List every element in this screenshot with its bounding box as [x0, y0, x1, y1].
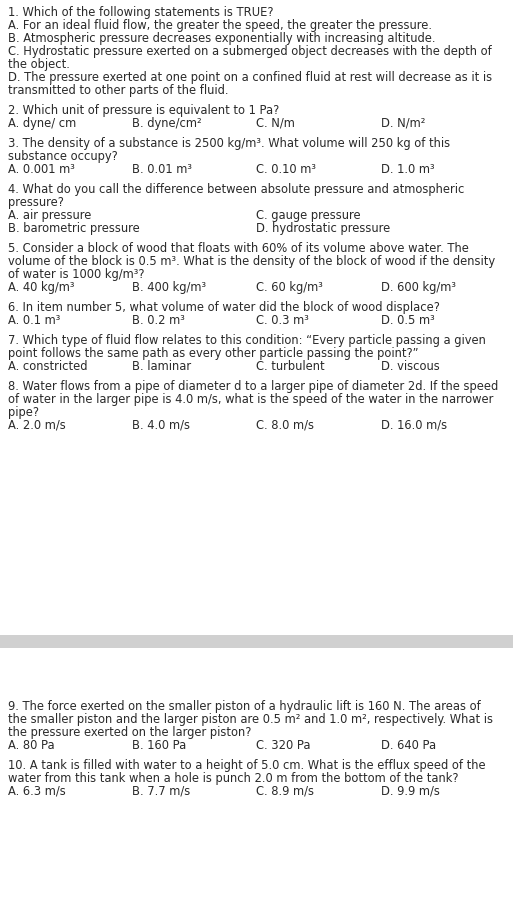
Text: C. 320 Pa: C. 320 Pa — [256, 739, 311, 752]
Text: substance occupy?: substance occupy? — [8, 150, 118, 163]
Text: the pressure exerted on the larger piston?: the pressure exerted on the larger pisto… — [8, 726, 251, 739]
Text: B. 0.01 m³: B. 0.01 m³ — [132, 163, 192, 176]
Text: C. 0.10 m³: C. 0.10 m³ — [256, 163, 317, 176]
Text: A. 80 Pa: A. 80 Pa — [8, 739, 54, 752]
Text: 5. Consider a block of wood that floats with 60% of its volume above water. The: 5. Consider a block of wood that floats … — [8, 242, 469, 255]
Text: of water is 1000 kg/m³?: of water is 1000 kg/m³? — [8, 268, 145, 281]
Text: D. 640 Pa: D. 640 Pa — [381, 739, 436, 752]
Text: D. 1.0 m³: D. 1.0 m³ — [381, 163, 435, 176]
Text: A. 6.3 m/s: A. 6.3 m/s — [8, 785, 66, 798]
Text: 2. Which unit of pressure is equivalent to 1 Pa?: 2. Which unit of pressure is equivalent … — [8, 104, 279, 117]
Text: C. 60 kg/m³: C. 60 kg/m³ — [256, 281, 323, 294]
Text: C. N/m: C. N/m — [256, 117, 295, 130]
Text: B. laminar: B. laminar — [132, 360, 191, 373]
Text: transmitted to other parts of the fluid.: transmitted to other parts of the fluid. — [8, 84, 228, 97]
Text: A. 0.001 m³: A. 0.001 m³ — [8, 163, 75, 176]
Text: D. viscous: D. viscous — [381, 360, 440, 373]
Text: C. gauge pressure: C. gauge pressure — [256, 209, 361, 222]
Text: B. 7.7 m/s: B. 7.7 m/s — [132, 785, 190, 798]
Text: point follows the same path as every other particle passing the point?”: point follows the same path as every oth… — [8, 347, 419, 360]
Text: B. dyne/cm²: B. dyne/cm² — [132, 117, 202, 130]
Text: B. barometric pressure: B. barometric pressure — [8, 222, 140, 235]
Text: D. 600 kg/m³: D. 600 kg/m³ — [381, 281, 456, 294]
Text: C. Hydrostatic pressure exerted on a submerged object decreases with the depth o: C. Hydrostatic pressure exerted on a sub… — [8, 45, 492, 58]
Text: 9. The force exerted on the smaller piston of a hydraulic lift is 160 N. The are: 9. The force exerted on the smaller pist… — [8, 700, 481, 713]
Text: 3. The density of a substance is 2500 kg/m³. What volume will 250 kg of this: 3. The density of a substance is 2500 kg… — [8, 137, 450, 150]
Text: B. 400 kg/m³: B. 400 kg/m³ — [132, 281, 206, 294]
Text: D. The pressure exerted at one point on a confined fluid at rest will decrease a: D. The pressure exerted at one point on … — [8, 71, 492, 84]
Text: the object.: the object. — [8, 58, 70, 71]
Text: of water in the larger pipe is 4.0 m/s, what is the speed of the water in the na: of water in the larger pipe is 4.0 m/s, … — [8, 393, 494, 406]
Text: D. 16.0 m/s: D. 16.0 m/s — [381, 419, 447, 432]
Text: B. 0.2 m³: B. 0.2 m³ — [132, 314, 185, 327]
Text: A. 0.1 m³: A. 0.1 m³ — [8, 314, 61, 327]
Text: the smaller piston and the larger piston are 0.5 m² and 1.0 m², respectively. Wh: the smaller piston and the larger piston… — [8, 713, 493, 726]
Bar — [0, 635, 513, 648]
Text: A. 2.0 m/s: A. 2.0 m/s — [8, 419, 66, 432]
Text: C. 8.9 m/s: C. 8.9 m/s — [256, 785, 314, 798]
Text: 6. In item number 5, what volume of water did the block of wood displace?: 6. In item number 5, what volume of wate… — [8, 301, 440, 314]
Text: C. turbulent: C. turbulent — [256, 360, 325, 373]
Text: 8. Water flows from a pipe of diameter d to a larger pipe of diameter 2d. If the: 8. Water flows from a pipe of diameter d… — [8, 380, 498, 393]
Text: B. 4.0 m/s: B. 4.0 m/s — [132, 419, 190, 432]
Text: 4. What do you call the difference between absolute pressure and atmospheric: 4. What do you call the difference betwe… — [8, 183, 464, 196]
Text: A. constricted: A. constricted — [8, 360, 88, 373]
Text: D. N/m²: D. N/m² — [381, 117, 425, 130]
Text: A. air pressure: A. air pressure — [8, 209, 91, 222]
Text: D. hydrostatic pressure: D. hydrostatic pressure — [256, 222, 391, 235]
Text: 1. Which of the following statements is TRUE?: 1. Which of the following statements is … — [8, 6, 273, 19]
Text: pipe?: pipe? — [8, 406, 39, 419]
Text: water from this tank when a hole is punch 2.0 m from the bottom of the tank?: water from this tank when a hole is punc… — [8, 772, 459, 785]
Text: 7. Which type of fluid flow relates to this condition: “Every particle passing a: 7. Which type of fluid flow relates to t… — [8, 334, 486, 347]
Text: A. For an ideal fluid flow, the greater the speed, the greater the pressure.: A. For an ideal fluid flow, the greater … — [8, 19, 432, 32]
Text: C. 8.0 m/s: C. 8.0 m/s — [256, 419, 314, 432]
Text: 10. A tank is filled with water to a height of 5.0 cm. What is the efflux speed : 10. A tank is filled with water to a hei… — [8, 759, 486, 772]
Text: B. Atmospheric pressure decreases exponentially with increasing altitude.: B. Atmospheric pressure decreases expone… — [8, 32, 436, 45]
Text: C. 0.3 m³: C. 0.3 m³ — [256, 314, 309, 327]
Text: D. 9.9 m/s: D. 9.9 m/s — [381, 785, 440, 798]
Text: A. 40 kg/m³: A. 40 kg/m³ — [8, 281, 74, 294]
Text: pressure?: pressure? — [8, 196, 64, 209]
Text: D. 0.5 m³: D. 0.5 m³ — [381, 314, 435, 327]
Text: B. 160 Pa: B. 160 Pa — [132, 739, 187, 752]
Text: A. dyne/ cm: A. dyne/ cm — [8, 117, 76, 130]
Text: volume of the block is 0.5 m³. What is the density of the block of wood if the d: volume of the block is 0.5 m³. What is t… — [8, 255, 495, 268]
